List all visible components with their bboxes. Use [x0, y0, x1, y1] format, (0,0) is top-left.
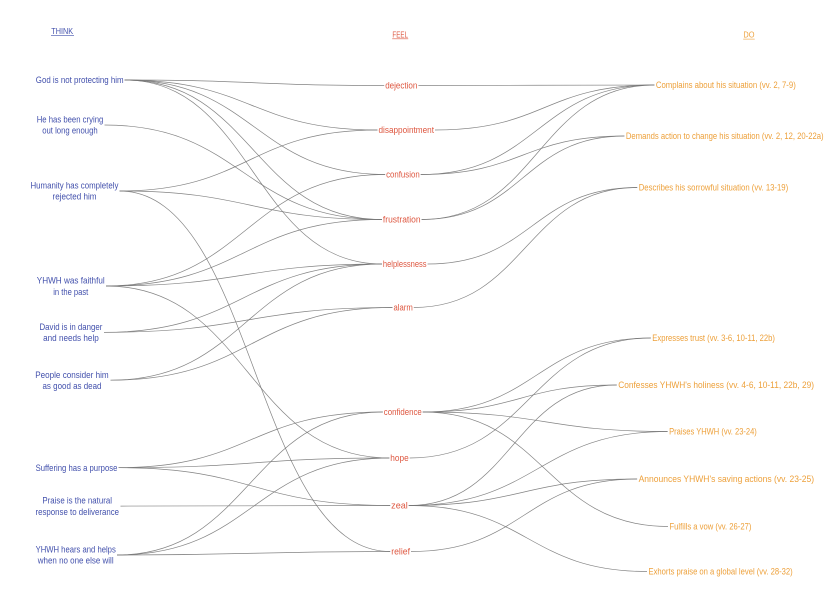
svg-text:Complains about his situation: Complains about his situation (vv. 2, 7-…	[656, 80, 796, 90]
svg-text:Expresses trust (vv. 3-6, 10-1: Expresses trust (vv. 3-6, 10-11, 22b)	[652, 333, 775, 343]
svg-text:Exhorts praise on a global lev: Exhorts praise on a global level (vv. 28…	[649, 567, 793, 577]
svg-text:Describes his sorrowful situat: Describes his sorrowful situation (vv. 1…	[639, 183, 789, 193]
svg-text:God is not protecting him: God is not protecting him	[36, 75, 124, 85]
svg-text:YHWH was faithful: YHWH was faithful	[37, 276, 105, 286]
svg-text:helplessness: helplessness	[383, 259, 427, 269]
svg-text:confidence: confidence	[384, 407, 422, 417]
svg-text:Humanity has completely: Humanity has completely	[31, 181, 119, 191]
svg-text:People consider him: People consider him	[35, 370, 109, 380]
svg-text:DO: DO	[743, 31, 754, 40]
svg-text:Confesses YHWH's holiness (vv.: Confesses YHWH's holiness (vv. 4-6, 10-1…	[618, 380, 814, 390]
svg-text:Praises YHWH (vv. 23-24): Praises YHWH (vv. 23-24)	[669, 427, 757, 437]
svg-text:out long enough: out long enough	[42, 126, 98, 136]
svg-text:THINK: THINK	[51, 27, 74, 36]
svg-text:David is in danger: David is in danger	[40, 322, 103, 332]
svg-text:alarm: alarm	[394, 303, 413, 313]
svg-text:in the past: in the past	[53, 287, 89, 297]
svg-text:YHWH hears and helps: YHWH hears and helps	[36, 545, 117, 555]
svg-text:frustration: frustration	[383, 215, 421, 225]
svg-text:response to deliverance: response to deliverance	[36, 507, 120, 517]
svg-text:and needs help: and needs help	[43, 333, 99, 343]
svg-text:Demands action to change his s: Demands action to change his situation (…	[626, 131, 824, 141]
svg-text:relief: relief	[391, 547, 410, 557]
svg-text:dejection: dejection	[385, 81, 417, 91]
svg-text:disappointment: disappointment	[379, 125, 435, 135]
svg-text:FEEL: FEEL	[392, 30, 408, 39]
svg-text:confusion: confusion	[386, 170, 420, 180]
svg-text:Suffering has a purpose: Suffering has a purpose	[36, 463, 118, 473]
svg-text:He has been crying: He has been crying	[37, 115, 104, 125]
svg-text:hope: hope	[390, 453, 408, 463]
svg-text:rejected him: rejected him	[53, 192, 97, 202]
svg-text:Fulfills a vow (vv. 26-27): Fulfills a vow (vv. 26-27)	[670, 522, 752, 532]
svg-text:as good as dead: as good as dead	[43, 381, 102, 391]
svg-text:when no one else will: when no one else will	[37, 556, 114, 566]
svg-text:zeal: zeal	[391, 501, 408, 511]
svg-text:Praise is the natural: Praise is the natural	[42, 496, 112, 506]
svg-text:Announces YHWH's saving action: Announces YHWH's saving actions (vv. 23-…	[639, 474, 815, 484]
